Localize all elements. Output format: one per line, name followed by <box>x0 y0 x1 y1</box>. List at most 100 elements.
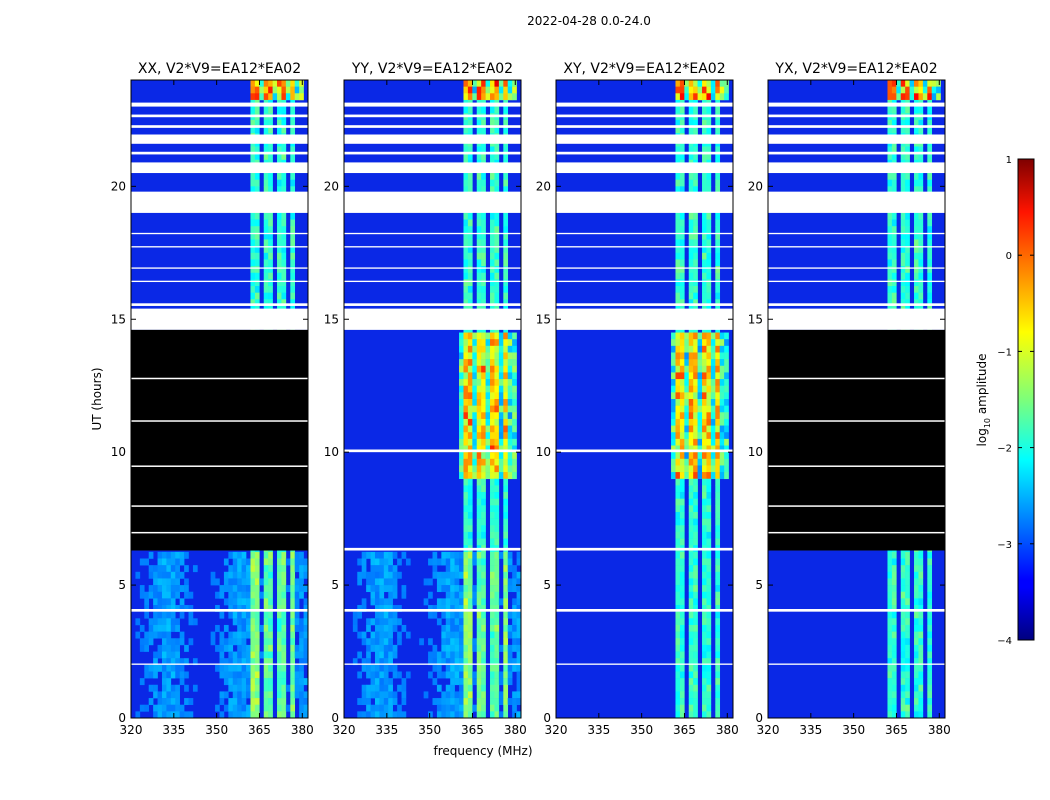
heatmap-cell <box>918 259 924 267</box>
heatmap-cell <box>184 551 189 559</box>
heatmap-cell <box>697 80 703 87</box>
heatmap-cell <box>463 226 469 234</box>
heatmap-cell <box>914 571 919 579</box>
heatmap-cell <box>454 678 460 686</box>
heatmap-cell <box>516 651 522 659</box>
heatmap-cell <box>507 412 513 420</box>
heatmap-cell <box>374 591 380 599</box>
heatmap-cell <box>706 212 712 220</box>
heatmap-cell <box>507 80 513 87</box>
heatmap-cell <box>250 179 256 187</box>
heatmap-cell <box>494 179 500 187</box>
heatmap-cell <box>290 272 296 280</box>
heatmap-cell <box>388 684 393 692</box>
heatmap-cell <box>905 279 910 287</box>
heatmap-cell <box>463 405 469 413</box>
heatmap-cell <box>693 392 698 400</box>
heatmap-cell <box>914 219 919 227</box>
heatmap-cell <box>503 286 509 293</box>
heatmap-cell <box>459 432 464 440</box>
heatmap-cell <box>379 678 385 686</box>
heatmap-cell <box>153 611 158 619</box>
heatmap-cell <box>702 465 707 473</box>
heatmap-cell <box>228 578 234 586</box>
heatmap-cell <box>710 339 716 347</box>
heatmap-cell <box>914 671 919 679</box>
heatmap-cell <box>900 173 906 180</box>
heatmap-cell <box>512 399 517 406</box>
heatmap-cell <box>459 658 464 666</box>
heatmap-cell <box>428 651 433 659</box>
heatmap-cell <box>254 246 260 254</box>
heatmap-cell <box>503 452 509 460</box>
heatmap-cell <box>463 492 469 499</box>
data-gap <box>131 125 308 128</box>
heatmap-cell <box>905 611 910 619</box>
heatmap-cell <box>706 644 712 652</box>
heatmap-cell <box>237 684 242 692</box>
heatmap-cell <box>268 153 273 161</box>
heatmap-cell <box>450 571 455 579</box>
heatmap-cell <box>388 585 393 593</box>
heatmap-cell <box>702 345 707 353</box>
heatmap-cell <box>706 432 712 440</box>
heatmap-cell <box>918 571 924 579</box>
heatmap-cell <box>675 525 681 533</box>
heatmap-cell <box>467 286 473 293</box>
heatmap-cell <box>679 651 685 659</box>
heatmap-cell <box>428 591 433 599</box>
heatmap-cell <box>503 664 509 672</box>
heatmap-cell <box>503 405 509 413</box>
heatmap-cell <box>507 385 513 393</box>
heatmap-cell <box>503 505 509 513</box>
heatmap-cell <box>498 332 504 340</box>
heatmap-cell <box>927 618 933 626</box>
heatmap-cell <box>675 438 681 446</box>
heatmap-cell <box>931 80 937 87</box>
heatmap-cell <box>299 551 304 559</box>
heatmap-cell <box>715 266 721 274</box>
heatmap-cell <box>454 651 460 659</box>
heatmap-cell <box>290 226 296 234</box>
heatmap-cell <box>679 239 685 247</box>
heatmap-cell <box>503 106 509 114</box>
heatmap-cell <box>268 711 273 719</box>
heatmap-cell <box>472 472 478 480</box>
heatmap-cell <box>693 638 698 646</box>
heatmap-cell <box>503 412 509 420</box>
heatmap-cell <box>693 106 698 114</box>
heatmap-cell <box>710 418 716 426</box>
heatmap-cell <box>896 93 902 101</box>
heatmap-cell <box>454 638 460 646</box>
heatmap-cell <box>254 226 260 234</box>
heatmap-cell <box>175 698 180 706</box>
heatmap-cell <box>891 86 897 94</box>
heatmap-cell <box>715 551 721 559</box>
heatmap-cell <box>675 365 681 373</box>
heatmap-cell <box>254 86 260 94</box>
heatmap-cell <box>259 80 265 87</box>
heatmap-cell <box>237 678 242 686</box>
heatmap-cell <box>702 279 707 287</box>
heatmap-cell <box>900 252 906 260</box>
heatmap-cell <box>476 445 482 453</box>
heatmap-cell <box>918 179 924 187</box>
heatmap-cell <box>675 538 681 546</box>
heatmap-cell <box>927 146 933 154</box>
heatmap-cell <box>688 624 694 632</box>
x-tick-label: 350 <box>630 723 653 737</box>
heatmap-cell <box>476 359 482 367</box>
heatmap-cell <box>157 551 163 559</box>
heatmap-cell <box>290 638 296 646</box>
heatmap-cell <box>719 405 725 413</box>
heatmap-cell <box>246 578 251 586</box>
heatmap-cell <box>485 405 491 413</box>
heatmap-cell <box>679 551 685 559</box>
heatmap-cell <box>161 585 167 593</box>
heatmap-cell <box>445 578 451 586</box>
heatmap-cell <box>679 405 685 413</box>
heatmap-cell <box>450 711 455 719</box>
heatmap-cell <box>900 578 906 586</box>
heatmap-cell <box>459 405 464 413</box>
heatmap-cell <box>887 571 893 579</box>
